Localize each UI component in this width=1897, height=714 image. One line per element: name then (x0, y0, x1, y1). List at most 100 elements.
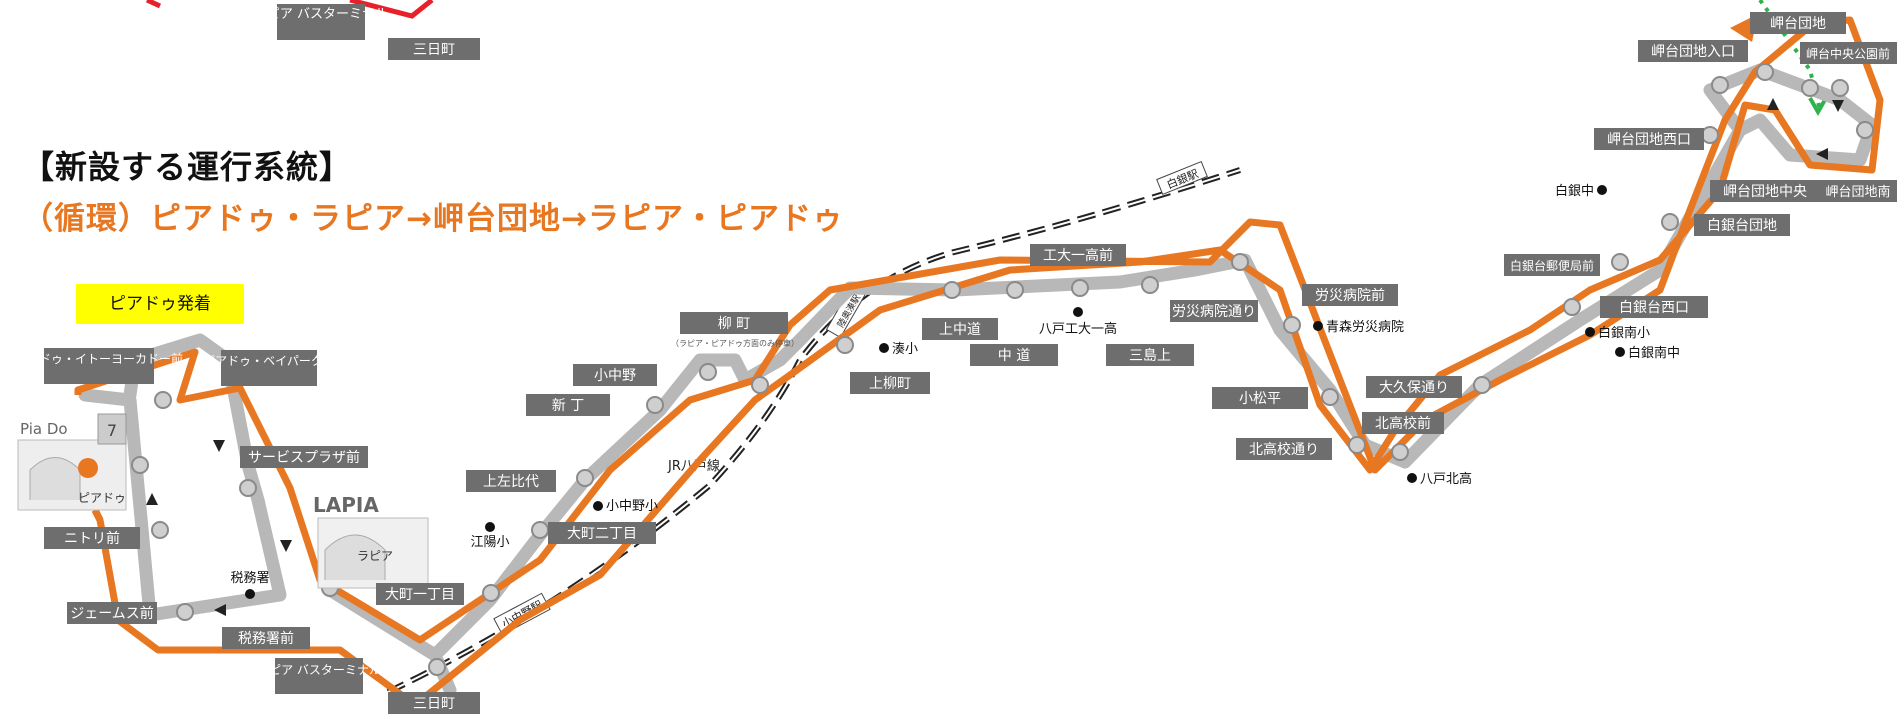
stop-rosai-dori: 労災病院通り (1172, 304, 1256, 320)
stop-misaki-top: 岬台団地 (1770, 16, 1826, 32)
landmark-labels: 税務署 江陽小 小中野小 湊小 八戸工大一高 青森労災病院 八戸北高 白銀中 白… (230, 183, 1680, 599)
start-badge: ピアドゥ発着 (76, 284, 244, 324)
page-heading: 【新設する運行系統】 (22, 148, 353, 186)
landmark-minato-school: 湊小 (892, 342, 918, 357)
stop-kitakoko-mae: 北高校前 (1375, 415, 1431, 432)
previous-map-fragment: ラピア バスターミナル 三日町 (145, 0, 1828, 117)
stop-dot (751, 376, 769, 394)
landmark-tax-office: 税務署 (230, 571, 269, 586)
landmark-dot (245, 589, 255, 599)
landmark-dot (879, 343, 889, 353)
stop-dot (154, 391, 172, 409)
landmark-hachinohe-kodai: 八戸工大一高 (1039, 321, 1117, 337)
direction-arrow (1816, 148, 1828, 160)
stop-shirogane-nishi: 白銀台西口 (1619, 300, 1689, 316)
stop-dot (576, 469, 594, 487)
stop-dot (1701, 126, 1719, 144)
landmark-dot (485, 522, 495, 532)
landmark-dot (1313, 321, 1323, 331)
stop-dot (482, 584, 500, 602)
landmark-dot (1073, 307, 1083, 317)
stop-mishimakami: 三島上 (1129, 348, 1171, 364)
landmark-shiroganeminami-chu: 白銀南中 (1628, 345, 1680, 361)
route-title: （循環）ピアドゥ・ラピア→岬台団地→ラピア・ピアドゥ (22, 201, 844, 237)
stop-dot (1071, 279, 1089, 297)
lapia-facility: LAPIA ラピア (313, 493, 429, 589)
landmark-dot (1585, 327, 1595, 337)
stop-dot (1391, 443, 1409, 461)
stop-dot (1141, 276, 1159, 294)
landmark-aomori-rosai: 青森労災病院 (1326, 320, 1404, 335)
stop-dot (1231, 253, 1249, 271)
landmark-dot (1597, 185, 1607, 195)
stop-nitori: ニトリ前 (64, 530, 120, 547)
stop-dot (239, 479, 257, 497)
stop-dot (1756, 63, 1774, 81)
stop-konakano: 小中野 (594, 368, 636, 384)
stop-shirogane-danchi: 白銀台団地 (1707, 218, 1777, 234)
stop-piadou-bay: ピアドゥ・ベイパーク前 (203, 353, 335, 368)
stop-dot (1006, 281, 1024, 299)
landmark-konakano-school: 小中野小 (606, 499, 658, 514)
landmark-shiroganeminami-sho: 白銀南小 (1598, 325, 1650, 341)
route-arrow-start (91, 508, 104, 522)
stop-dot (131, 456, 149, 474)
railway-line: JR八戸線 小中野駅 陸奥湊駅 白銀駅 (386, 160, 1241, 695)
direction-arrow (1832, 100, 1844, 112)
stop-misaki-south: 岬台団地南 (1825, 184, 1890, 200)
stop-shirogane-yubin: 白銀台郵便局前 (1510, 258, 1594, 273)
piadou-facility: Pia Do 7 ピアドゥ (17, 413, 127, 511)
stop-dot (1283, 316, 1301, 334)
stop-dot (699, 363, 717, 381)
stop-tax-office: 税務署前 (238, 630, 294, 647)
stop-jeems: ジェームス前 (70, 605, 154, 622)
direction-arrow (213, 440, 225, 452)
stop-kodai-mae: 工大一高前 (1043, 247, 1113, 264)
stop-dot (1473, 376, 1491, 394)
stop-kaminakamichi: 上中道 (939, 322, 981, 338)
stop-dot (531, 521, 549, 539)
stop-dot (176, 603, 194, 621)
lapia-logo: LAPIA (313, 493, 379, 517)
stop-markers (131, 63, 1874, 676)
stop-dot (1321, 388, 1339, 406)
stop-komatsutai: 小松平 (1239, 391, 1281, 407)
stop-dot (151, 521, 169, 539)
stop-dot (1563, 298, 1581, 316)
stop-piadou-ito: ピアドゥ・イトーヨーカドー前 (15, 351, 183, 366)
direction-arrow (280, 540, 292, 552)
stop-dot (1661, 213, 1679, 231)
chome-top-label: 三日町 (413, 42, 455, 58)
stop-dot (1611, 253, 1629, 271)
stop-misaki-chuo: 岬台団地中央 (1723, 184, 1807, 200)
stop-services-plaza: サービスプラザ前 (248, 449, 360, 466)
stop-dot (1856, 121, 1874, 139)
stop-kitakoko-dori: 北高校通り (1249, 441, 1319, 458)
lapia-terminal-top-label: ラピア バスターミナル (254, 7, 388, 22)
direction-arrow (146, 493, 158, 505)
landmark-dot (1407, 473, 1417, 483)
stop-shincho: 新 丁 (552, 398, 584, 414)
stop-dot (943, 281, 961, 299)
stop-dot (428, 658, 446, 676)
stop-kamihidarihiji: 上左比代 (483, 474, 539, 490)
stop-misaki-entrance: 岬台団地入口 (1651, 44, 1735, 60)
seven-eleven-icon: 7 (107, 421, 117, 440)
lapia-label: ラピア (357, 549, 393, 563)
landmark-edo-school: 江陽小 (470, 535, 509, 550)
stop-dot (1348, 436, 1366, 454)
stop-chome: 三日町 (413, 696, 455, 712)
landmark-shirogane-chu: 白銀中 (1555, 183, 1594, 199)
landmark-dot (1615, 347, 1625, 357)
stop-dot (1831, 79, 1849, 97)
stop-dot (646, 396, 664, 414)
direction-arrow (214, 604, 226, 616)
piadou-label: ピアドゥ (78, 491, 126, 505)
stop-rosai-mae: 労災病院前 (1315, 287, 1385, 304)
direction-arrows (146, 98, 1844, 616)
landmark-dot (593, 501, 603, 511)
direction-arrow (1767, 98, 1779, 110)
stop-nakamichi: 中 道 (998, 348, 1030, 364)
stop-kamiyanagimachi: 上柳町 (869, 375, 911, 392)
